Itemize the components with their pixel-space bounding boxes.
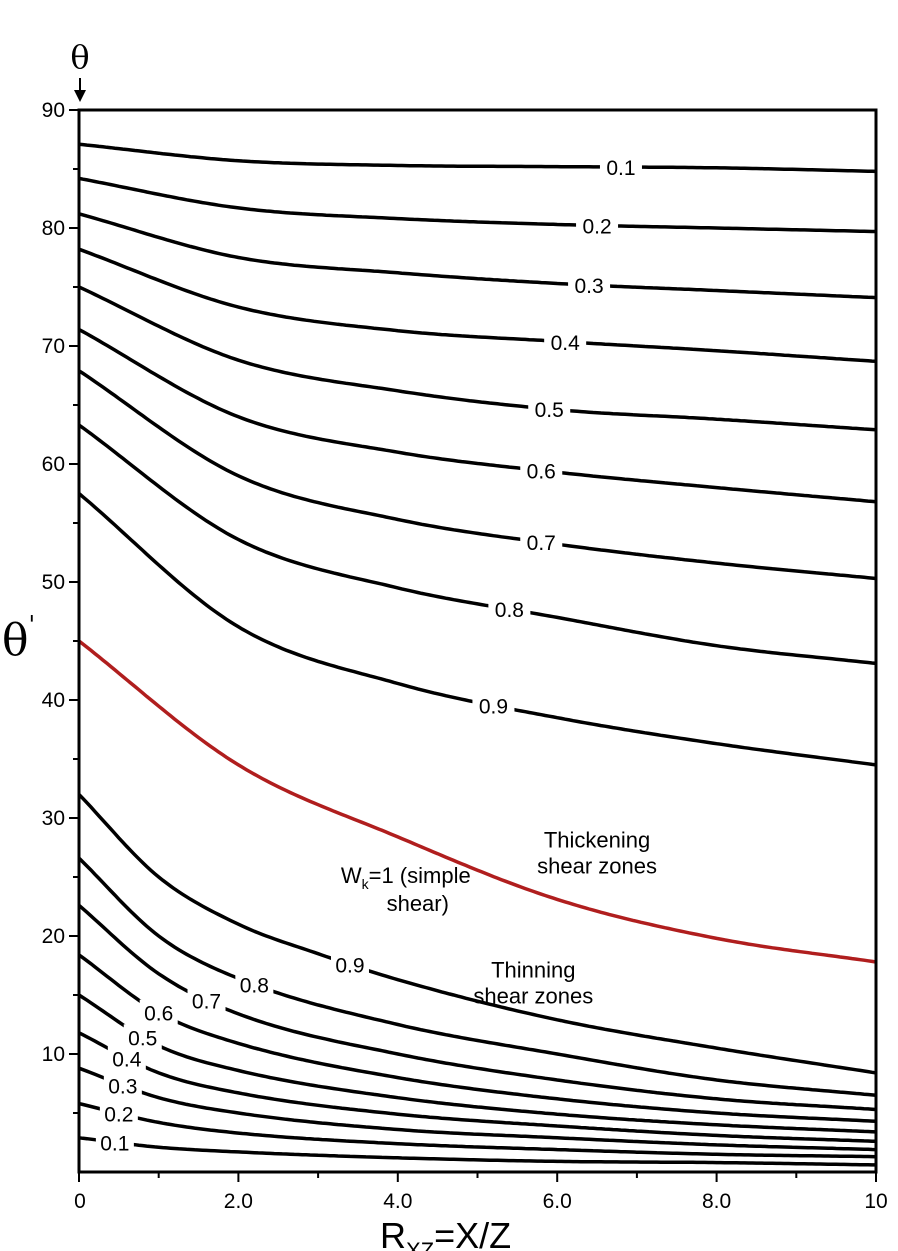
curve-thickening-6 <box>78 369 877 581</box>
curve-label-bg <box>107 1045 146 1072</box>
curve-label-bg <box>488 596 531 623</box>
curve-label-bg <box>520 529 563 556</box>
curve-label: 0.7 <box>192 991 221 1014</box>
curve-label-bg <box>139 999 178 1026</box>
curve-label: 0.1 <box>100 1132 129 1155</box>
curve-label-bg <box>576 212 619 239</box>
simple-shear-annotation: Wk=1 (simple <box>341 863 471 892</box>
curve-thickening-2 <box>78 212 877 300</box>
annotation-text: shear zones <box>473 983 593 1008</box>
curve-label: 0.4 <box>551 332 581 355</box>
curve-label-bg <box>528 396 571 423</box>
curve-label-bg <box>472 692 515 719</box>
curve-label-bg <box>520 457 563 484</box>
x-axis-label: RXZ=X/Z <box>380 1215 511 1251</box>
x-tick-label: 10 <box>864 1190 887 1213</box>
curve-label-bg <box>187 987 226 1014</box>
curve-labels-layer: 0.10.20.30.40.50.60.70.80.90.90.80.70.60… <box>95 153 642 1156</box>
curve-thinning-14 <box>78 993 877 1134</box>
curve-label-bg <box>599 153 642 180</box>
curves-layer <box>77 142 877 1167</box>
curve-label-bg <box>99 1100 138 1127</box>
curve-label-bg <box>330 951 369 978</box>
curve-label: 0.8 <box>495 599 524 622</box>
curve-label-bg <box>568 272 611 299</box>
curve-thinning-10 <box>77 793 877 1075</box>
curve-label-bg <box>103 1072 142 1099</box>
curve-thinning-17 <box>78 1101 877 1159</box>
curve-label: 0.4 <box>112 1048 142 1071</box>
y-tick-label: 40 <box>42 689 65 712</box>
curve-thickening-3 <box>78 247 877 364</box>
curve-label: 0.6 <box>144 1003 173 1026</box>
curve-label: 0.5 <box>535 399 564 422</box>
curve-label: 0.2 <box>582 216 611 239</box>
annotation-text: Thickening <box>544 828 650 853</box>
curve-thinning-11 <box>77 856 877 1098</box>
annotation-text: shear zones <box>537 854 657 879</box>
curve-label: 0.6 <box>527 461 556 484</box>
annotation-text: Thinning <box>491 957 575 982</box>
y-tick-label: 30 <box>42 807 65 830</box>
y-tick-label: 50 <box>42 571 65 594</box>
curve-thinning-13 <box>77 953 877 1124</box>
curve-thinning-15 <box>78 1031 877 1144</box>
curve-label: 0.3 <box>574 275 603 298</box>
curve-label: 0.7 <box>527 532 556 555</box>
x-tick-label: 4.0 <box>383 1190 412 1213</box>
curve-label-bg <box>95 1129 134 1156</box>
curve-thickening-5 <box>78 327 877 504</box>
curve-label: 0.1 <box>606 157 635 180</box>
curve-thickening-1 <box>78 176 876 234</box>
curve-thickening-0 <box>78 142 877 174</box>
curve-label-bg <box>544 328 587 355</box>
curve-thickening-7 <box>77 423 877 666</box>
y-axis-label: θ' <box>2 611 35 666</box>
y-tick-label: 80 <box>42 217 65 240</box>
y-tick-label: 20 <box>42 925 65 948</box>
top-theta-arrow-head <box>74 90 86 102</box>
y-tick-label: 60 <box>42 453 65 476</box>
top-theta-marker: θ <box>70 38 90 102</box>
x-tick-label: 2.0 <box>224 1190 253 1213</box>
x-tick-label: 0 <box>74 1190 86 1213</box>
curve-label: 0.8 <box>240 975 269 998</box>
x-tick-label: 6.0 <box>543 1190 572 1213</box>
x-tick-label: 8.0 <box>702 1190 731 1213</box>
curve-thinning-16 <box>78 1066 877 1152</box>
curve-simple-9 <box>77 639 877 964</box>
y-tick-label: 70 <box>42 335 65 358</box>
axes-layer: 0 2.0 4.0 6.0 8.0 10 10 20 30 40 50 60 70 80 90 <box>42 99 888 1213</box>
curve-thinning-18 <box>78 1136 876 1167</box>
curve-thickening-4 <box>78 285 877 432</box>
curve-label: 0.5 <box>128 1027 157 1050</box>
top-theta-label: θ <box>70 38 89 76</box>
curve-label: 0.3 <box>108 1075 137 1098</box>
curve-label: 0.2 <box>104 1104 133 1127</box>
y-tick-label: 10 <box>42 1043 65 1066</box>
curve-label: 0.9 <box>335 955 364 978</box>
curve-label: 0.9 <box>479 696 508 719</box>
simple-shear-annotation-line2: shear) <box>387 891 449 916</box>
curve-label-bg <box>235 971 274 998</box>
y-tick-label: 90 <box>42 99 65 122</box>
